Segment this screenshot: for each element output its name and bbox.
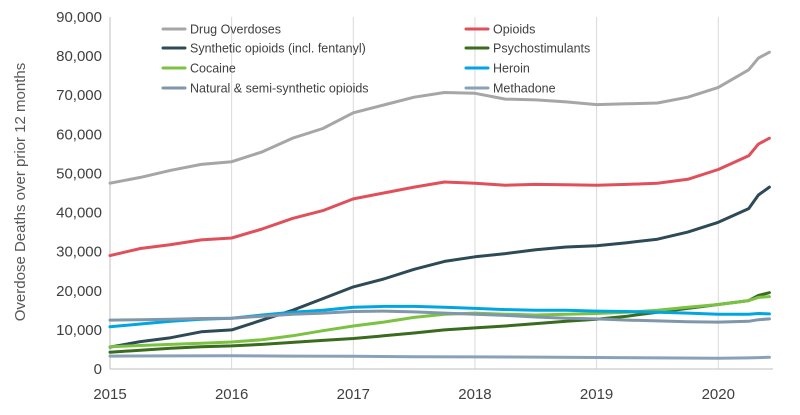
- y-tick-label: 50,000: [56, 165, 102, 182]
- y-tick-label: 40,000: [56, 205, 102, 222]
- x-tick-label: 2019: [580, 386, 613, 403]
- x-tick-label: 2018: [458, 386, 491, 403]
- series-line-natural-semi-synthetic-opioids: [108, 309, 771, 324]
- y-tick-label: 90,000: [56, 9, 102, 26]
- y-tick-label: 60,000: [56, 126, 102, 143]
- legend: Drug Overdoses Opioids Synthetic opioids (…: [161, 23, 590, 96]
- legend-label: Heroin: [493, 62, 530, 76]
- y-tick-label: 30,000: [56, 244, 102, 261]
- series-line-drug-overdoses: [108, 50, 771, 185]
- x-tick-label: 2015: [93, 386, 126, 403]
- x-tick-label: 2017: [337, 386, 370, 403]
- legend-label: Psychostimulants: [493, 42, 590, 56]
- y-tick-label: 10,000: [56, 322, 102, 339]
- axes: 2015 2016 2017 2018 2019 2020 0 10,000 20,000 30,…: [56, 9, 773, 403]
- series-line-methadone: [108, 354, 771, 360]
- y-axis-title: Overdose Deaths over prior 12 months: [12, 63, 29, 321]
- legend-label: Opioids: [493, 23, 535, 37]
- series-lines: [108, 50, 771, 360]
- x-tick-label: 2016: [215, 386, 248, 403]
- y-tick-label: 0: [94, 361, 102, 378]
- legend-label: Synthetic opioids (incl. fentanyl): [190, 42, 366, 56]
- legend-label: Drug Overdoses: [190, 23, 281, 37]
- series-line-opioids: [108, 136, 771, 258]
- legend-label: Natural & semi-synthetic opioids: [190, 82, 369, 96]
- legend-label: Methadone: [493, 82, 556, 96]
- y-tick-label: 20,000: [56, 283, 102, 300]
- series-line-synthetic-opioids-incl-fentanyl: [108, 185, 771, 349]
- y-tick-label: 70,000: [56, 87, 102, 104]
- legend-label: Cocaine: [190, 62, 236, 76]
- y-tick-label: 80,000: [56, 48, 102, 65]
- x-tick-label: 2020: [702, 386, 735, 403]
